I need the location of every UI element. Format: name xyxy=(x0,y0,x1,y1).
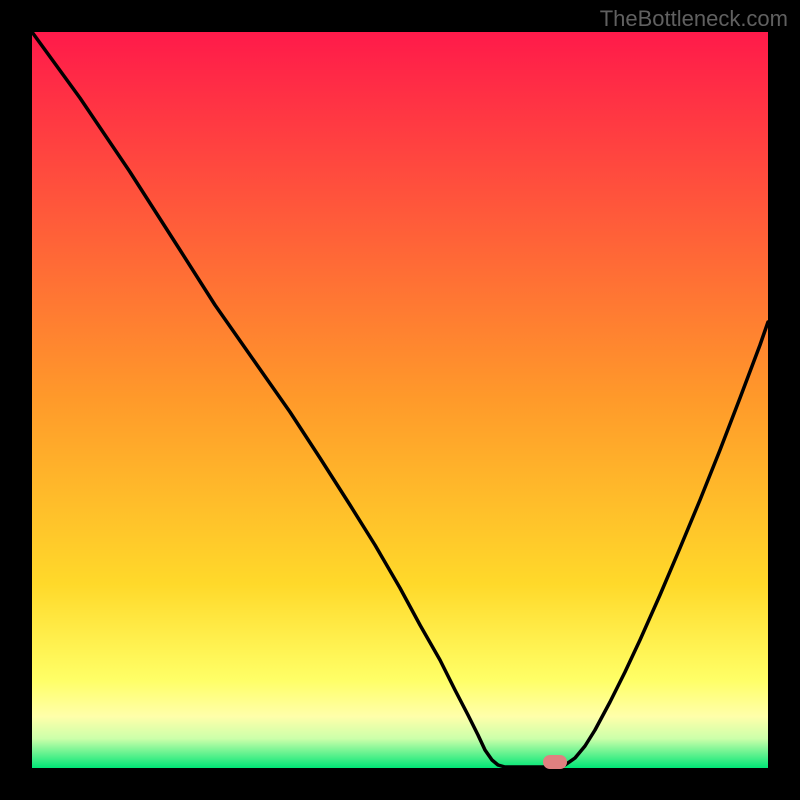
watermark-text: TheBottleneck.com xyxy=(600,6,788,32)
min-point-marker xyxy=(543,755,567,769)
plot-area xyxy=(32,32,768,768)
chart-container: TheBottleneck.com xyxy=(0,0,800,800)
